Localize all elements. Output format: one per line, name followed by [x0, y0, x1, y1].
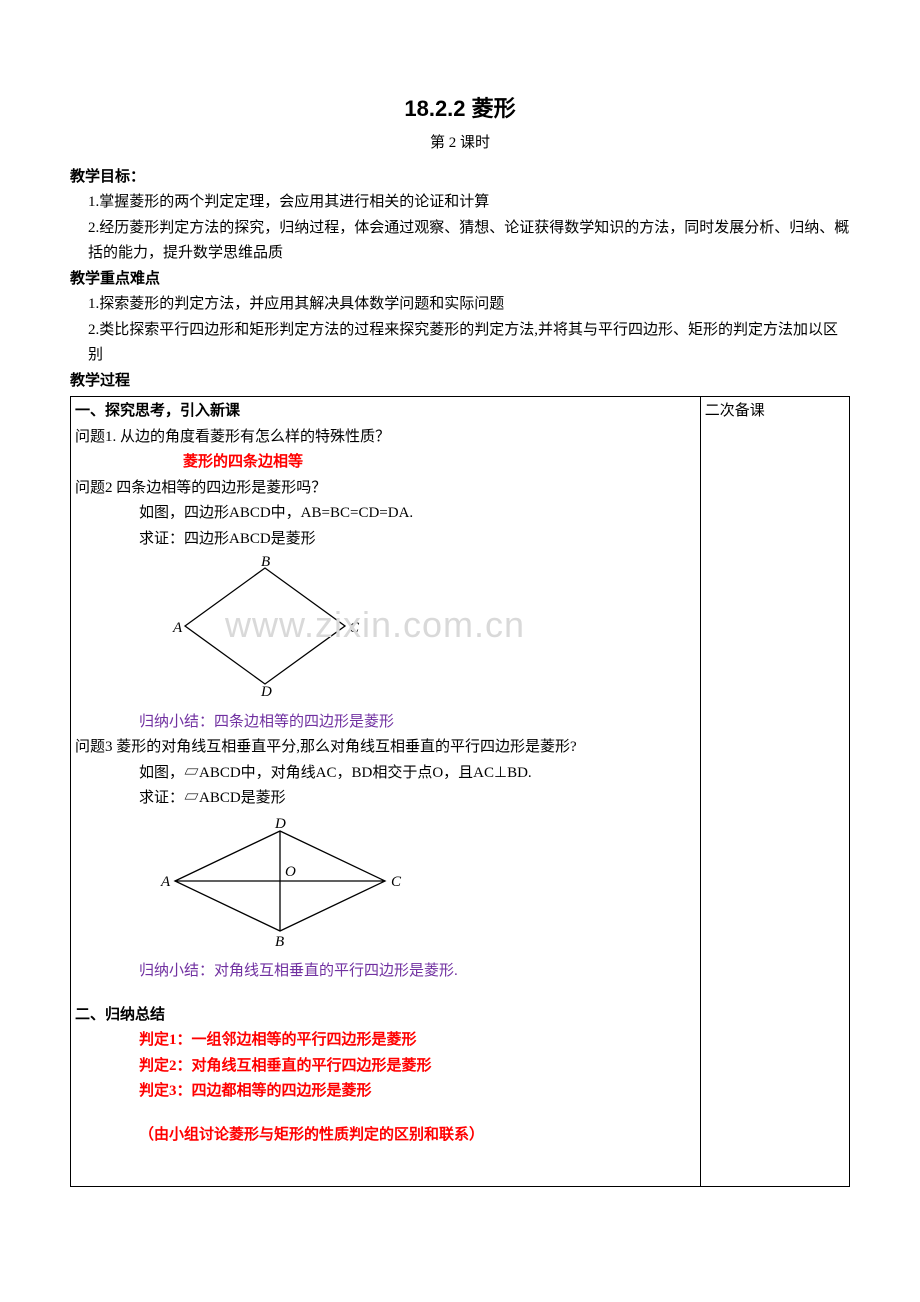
rule-3: 判定3：四边都相等的四边形是菱形 [75, 1079, 696, 1105]
rule-1: 判定1：一组邻边相等的平行四边形是菱形 [75, 1028, 696, 1054]
difficulty-1: 1.探索菱形的判定方法，并应用其解决具体数学问题和实际问题 [70, 292, 850, 318]
objective-2: 2.经历菱形判定方法的探究，归纳过程，体会通过观察、猜想、论证获得数学知识的方法… [70, 216, 850, 267]
section-a: 一、探究思考，引入新课 [75, 399, 696, 425]
q1-answer: 菱形的四条边相等 [75, 450, 696, 476]
process-table: 一、探究思考，引入新课 问题1. 从边的角度看菱形有怎么样的特殊性质？ 菱形的四… [70, 396, 850, 1187]
process-heading: 教学过程 [70, 369, 850, 395]
notes-header: 二次备课 [705, 403, 765, 419]
notes-header-cell: 二次备课 [700, 397, 849, 1187]
q2-line1: 如图，四边形ABCD中，AB=BC=CD=DA. [75, 501, 696, 527]
fig2-label-O: O [285, 864, 296, 880]
page-subtitle: 第 2 课时 [70, 131, 850, 157]
page-title: 18.2.2 菱形 [70, 90, 850, 127]
discussion-note: （由小组讨论菱形与矩形的性质判定的区别和联系） [75, 1123, 696, 1149]
q1-label: 问题1. 从边的角度看菱形有怎么样的特殊性质？ [75, 425, 696, 451]
q3-line1: 如图，▱ABCD中，对角线AC，BD相交于点O，且AC⊥BD. [75, 761, 696, 787]
figure-2-wrap: A B C D O [75, 816, 696, 956]
fig2-label-D: D [274, 816, 286, 832]
objectives-heading: 教学目标： [70, 165, 850, 191]
figure-1-wrap: www.zixin.com.cn A B C D [75, 556, 696, 706]
fig2-label-A: A [160, 874, 171, 890]
q2-label: 问题2 四条边相等的四边形是菱形吗？ [75, 476, 696, 502]
q3-line2: 求证：▱ABCD是菱形 [75, 786, 696, 812]
fig2-label-B: B [275, 934, 284, 946]
q3-label: 问题3 菱形的对角线互相垂直平分,那么对角线互相垂直的平行四边形是菱形? [75, 735, 696, 761]
objective-1: 1.掌握菱形的两个判定定理，会应用其进行相关的论证和计算 [70, 190, 850, 216]
summary-2: 归纳小结：四条边相等的四边形是菱形 [75, 710, 696, 736]
difficulties-heading: 教学重点难点 [70, 267, 850, 293]
process-main-cell: 一、探究思考，引入新课 问题1. 从边的角度看菱形有怎么样的特殊性质？ 菱形的四… [71, 397, 701, 1187]
fig1-label-D: D [260, 684, 272, 696]
section-b: 二、归纳总结 [75, 1003, 696, 1029]
fig1-label-A: A [172, 620, 183, 636]
fig1-label-C: C [349, 620, 360, 636]
fig2-label-C: C [391, 874, 402, 890]
q2-line2: 求证：四边形ABCD是菱形 [75, 527, 696, 553]
rule-2: 判定2：对角线互相垂直的平行四边形是菱形 [75, 1054, 696, 1080]
summary-3: 归纳小结：对角线互相垂直的平行四边形是菱形. [75, 959, 696, 985]
fig1-label-B: B [261, 556, 270, 570]
figure-2: A B C D O [155, 816, 405, 946]
difficulty-2: 2.类比探索平行四边形和矩形判定方法的过程来探究菱形的判定方法,并将其与平行四边… [70, 318, 850, 369]
figure-1: A B C D [165, 556, 365, 696]
